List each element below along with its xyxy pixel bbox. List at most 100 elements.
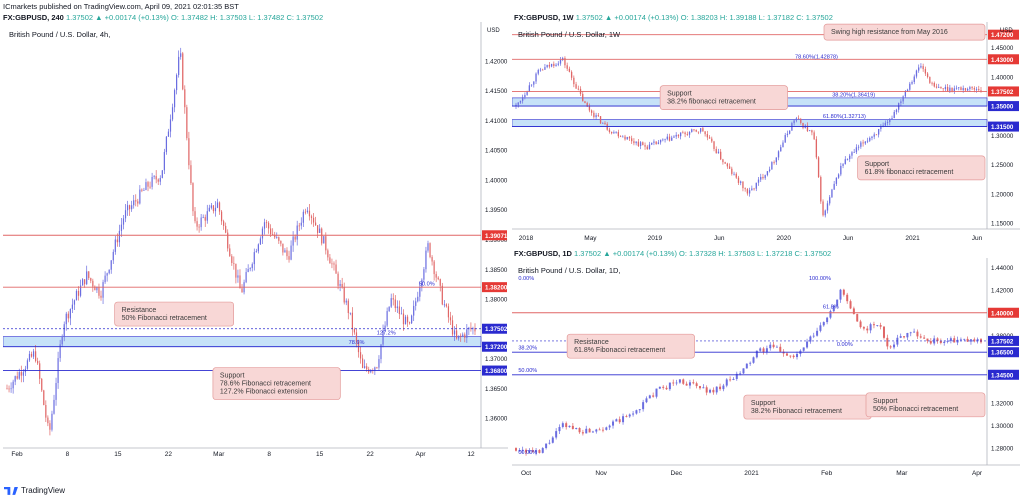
h4-candle-body xyxy=(28,353,31,361)
h4-candle-body xyxy=(437,277,439,280)
d1-candle-body xyxy=(648,395,651,399)
h4-candle-body xyxy=(425,250,427,270)
w1-candle-body xyxy=(904,91,907,97)
w1-candle-body xyxy=(724,162,726,164)
d1-price-label: 1.40000 xyxy=(991,310,1014,317)
h4-candle-body xyxy=(251,264,253,269)
d1-x-tick-label: 2021 xyxy=(744,470,759,477)
w1-candle-body xyxy=(777,151,780,158)
h4-candle-body xyxy=(351,312,353,330)
h4-candle-body xyxy=(55,383,57,400)
w1-candle-body xyxy=(528,85,531,92)
d1-fib-label: 00.00% xyxy=(518,450,537,456)
h4-candle-body xyxy=(347,300,349,314)
d1-symbol: FX:GBPUSD, 1D xyxy=(514,249,572,258)
d1-candle-body xyxy=(705,387,708,393)
d1-candle-body xyxy=(796,353,799,358)
w1-candle-body xyxy=(755,182,757,189)
d1-candle-body xyxy=(591,431,594,433)
chart-pane-1w[interactable]: 1.45000 1.40000 1.30000 1.25000 1.20000 1.150… xyxy=(512,22,1020,246)
h4-candle-body xyxy=(12,381,14,389)
w1-candle-body xyxy=(526,91,528,95)
h4-candle-body xyxy=(282,243,284,253)
w1-candle-body xyxy=(800,118,802,123)
d1-candle-body xyxy=(839,289,842,300)
d1-callout-text: 61.8% Fibonacci retracement xyxy=(574,347,665,354)
tradingview-brand[interactable]: TradingView xyxy=(4,486,65,495)
d1-candle-body xyxy=(909,332,912,334)
w1-callout-box xyxy=(659,85,788,110)
h4-candle-body xyxy=(253,252,255,265)
w1-candle-body xyxy=(546,64,548,68)
w1-callout-text: Support xyxy=(865,161,890,168)
h4-x-tick-label: Feb xyxy=(11,451,23,458)
d1-candle-body xyxy=(886,337,889,347)
chart-pane-1d[interactable]: 1.440001.420001.380001.320001.300001.280… xyxy=(512,258,1020,481)
d1-candle-body xyxy=(852,308,855,315)
chart-pane-4h[interactable]: 1.42000 1.41500 1.41000 1.40500 1.40000 1.395… xyxy=(3,22,508,462)
w1-candle-body xyxy=(913,76,915,83)
w1-candle-body xyxy=(633,141,635,144)
h4-candle-body xyxy=(274,234,276,238)
d1-price-label-box xyxy=(988,369,1019,380)
d1-candle-body xyxy=(555,431,558,438)
w1-candle-body xyxy=(793,120,795,124)
h4-candle-body xyxy=(323,236,325,244)
w1-candle-body xyxy=(637,141,640,147)
d1-callout-text: 38.2% Fibonacci retracement xyxy=(751,408,842,415)
w1-candle-body xyxy=(935,86,938,88)
h4-candle-body xyxy=(308,210,311,217)
h4-candle-body xyxy=(470,327,472,329)
w1-candle-body xyxy=(582,93,584,102)
h4-candle-body xyxy=(294,236,296,240)
h4-candle-body xyxy=(408,322,411,324)
w1-candle-body xyxy=(753,188,755,190)
h4-candle-body xyxy=(8,388,10,390)
w1-candle-body xyxy=(949,87,951,92)
h4-price-label-box xyxy=(482,341,507,352)
h4-candle-body xyxy=(131,205,133,210)
h4-candle-body xyxy=(220,211,223,222)
h4-candle-body xyxy=(227,232,229,249)
w1-candle-body xyxy=(955,87,958,89)
d1-candle-body xyxy=(943,341,946,343)
chart-4h-svg[interactable]: 1.42000 1.41500 1.41000 1.40500 1.40000 1.395… xyxy=(3,22,508,462)
d1-fib-label: 0.00% xyxy=(837,342,853,348)
d1-candle-body xyxy=(709,389,712,393)
w1-candle-body xyxy=(764,175,766,179)
h4-candle-body xyxy=(61,336,63,345)
h4-candle-body xyxy=(460,335,462,337)
d1-candle-body xyxy=(859,321,862,328)
d1-y-tick-label: 1.44000 xyxy=(991,265,1014,272)
d1-y-tick-label: 1.30000 xyxy=(991,423,1014,430)
chart-1d-svg[interactable]: 1.440001.420001.380001.320001.300001.280… xyxy=(512,258,1020,481)
d1-candle-body xyxy=(595,429,598,432)
w1-candle-body xyxy=(740,181,742,183)
h4-price-label-box xyxy=(482,230,507,241)
h4-candle-body xyxy=(292,236,294,246)
d1-candle-body xyxy=(876,325,879,326)
h4-candle-body xyxy=(135,200,137,202)
chart-1w-svg[interactable]: 1.45000 1.40000 1.30000 1.25000 1.20000 1.150… xyxy=(512,22,1020,246)
d1-candle-body xyxy=(735,373,738,379)
d1-candle-body xyxy=(906,332,909,338)
w1-candle-body xyxy=(909,83,911,90)
h4-candle-body xyxy=(312,217,315,223)
h4-candle-body xyxy=(286,250,288,257)
h4-ohlc: 1.37502 ▲ +0.00174 (+0.13%) O: 1.37482 H… xyxy=(65,13,324,22)
w1-candle-body xyxy=(655,141,657,145)
d1-callout-text: Support xyxy=(873,398,898,405)
d1-candle-body xyxy=(866,328,869,331)
d1-candle-body xyxy=(963,338,966,340)
d1-candle-body xyxy=(725,379,728,386)
d1-candle-body xyxy=(541,448,544,453)
h4-candle-body xyxy=(353,329,356,333)
d1-price-label-box xyxy=(988,335,1019,346)
h4-candle-body xyxy=(67,313,69,319)
h4-price-label-box xyxy=(482,323,507,334)
h4-y-tick-label: 1.42000 xyxy=(485,58,508,65)
d1-candle-body xyxy=(585,428,588,434)
w1-candle-body xyxy=(568,68,571,72)
w1-candle-body xyxy=(886,122,889,123)
w1-candle-body xyxy=(962,88,964,91)
